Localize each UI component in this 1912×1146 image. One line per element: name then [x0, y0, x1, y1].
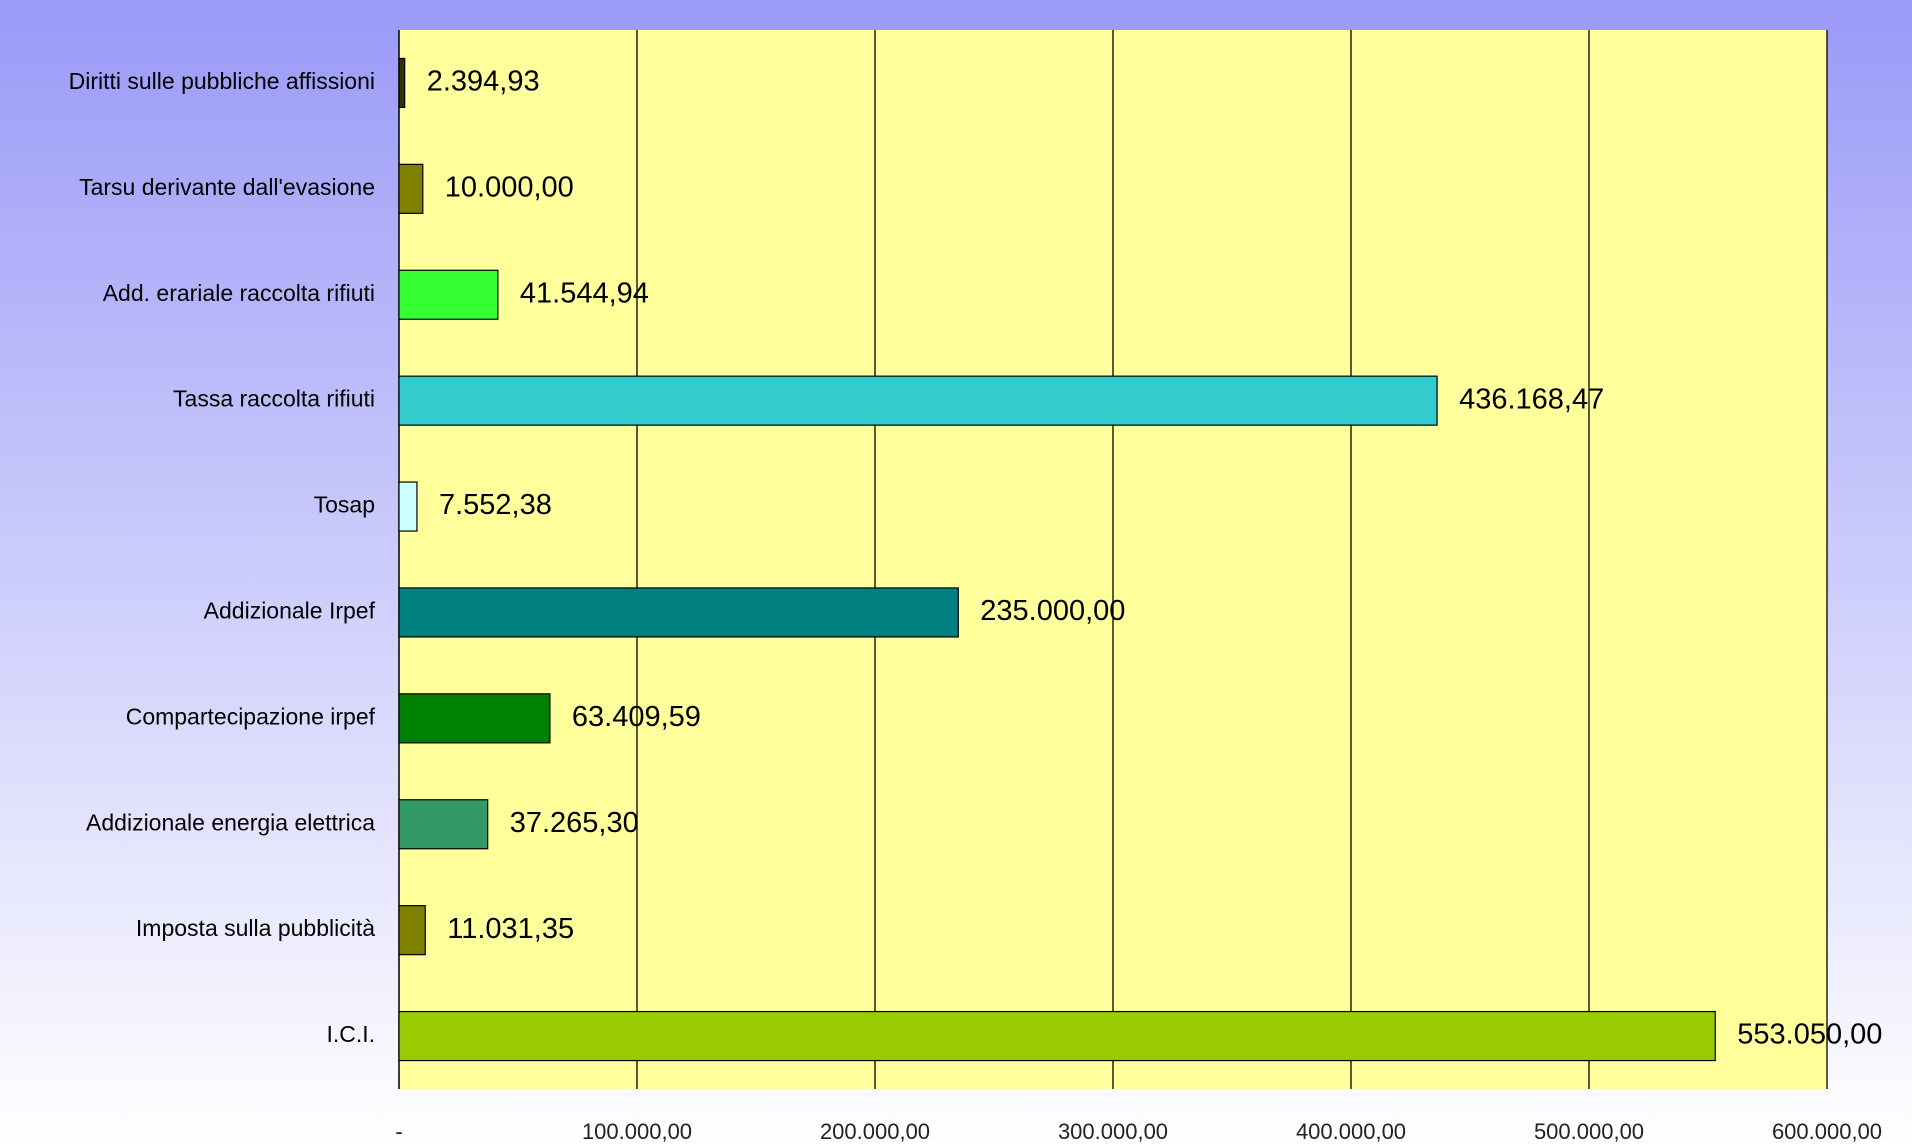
y-tick-label: Addizionale Irpef: [204, 598, 376, 624]
y-tick-label: Compartecipazione irpef: [126, 703, 376, 729]
bar: [398, 375, 1438, 426]
bar: [398, 1010, 1716, 1062]
bar: [398, 57, 406, 109]
value-label: 10.000,00: [445, 172, 574, 204]
value-label: 41.544,94: [520, 277, 649, 309]
value-label: 37.265,30: [510, 807, 639, 839]
x-tick-label: 100.000,00: [582, 1119, 692, 1144]
bar: [398, 693, 551, 744]
y-tick-label: Addizionale energia elettrica: [86, 809, 375, 835]
bar: [398, 269, 499, 320]
y-tick-label: Diritti sulle pubbliche affissioni: [69, 68, 375, 94]
bar: [398, 905, 426, 956]
y-tick-label: Imposta sulla pubblicità: [136, 915, 375, 941]
bar: [398, 163, 424, 214]
x-tick-label: 600.000,00: [1772, 1119, 1882, 1144]
bar: [398, 481, 418, 532]
y-tick-label: I.C.I.: [326, 1021, 375, 1047]
value-label: 2.394,93: [427, 66, 540, 98]
bar: [398, 587, 959, 638]
value-label: 553.050,00: [1737, 1019, 1882, 1051]
x-tick-label: 500.000,00: [1534, 1119, 1644, 1144]
y-tick-label: Tarsu derivante dall'evasione: [79, 174, 375, 200]
x-tick-label: -: [395, 1119, 402, 1144]
value-label: 436.168,47: [1459, 383, 1604, 415]
x-tick-label: 400.000,00: [1296, 1119, 1406, 1144]
y-tick-label: Tosap: [314, 492, 375, 518]
value-label: 7.552,38: [439, 489, 552, 521]
x-tick-label: 300.000,00: [1058, 1119, 1168, 1144]
value-label: 11.031,35: [447, 913, 574, 945]
bar: [398, 799, 489, 850]
y-tick-label: Add. erariale raccolta rifiuti: [103, 280, 375, 306]
x-tick-label: 200.000,00: [820, 1119, 930, 1144]
y-tick-label: Tassa raccolta rifiuti: [173, 386, 375, 412]
value-label: 63.409,59: [572, 701, 701, 733]
value-label: 235.000,00: [980, 595, 1125, 627]
